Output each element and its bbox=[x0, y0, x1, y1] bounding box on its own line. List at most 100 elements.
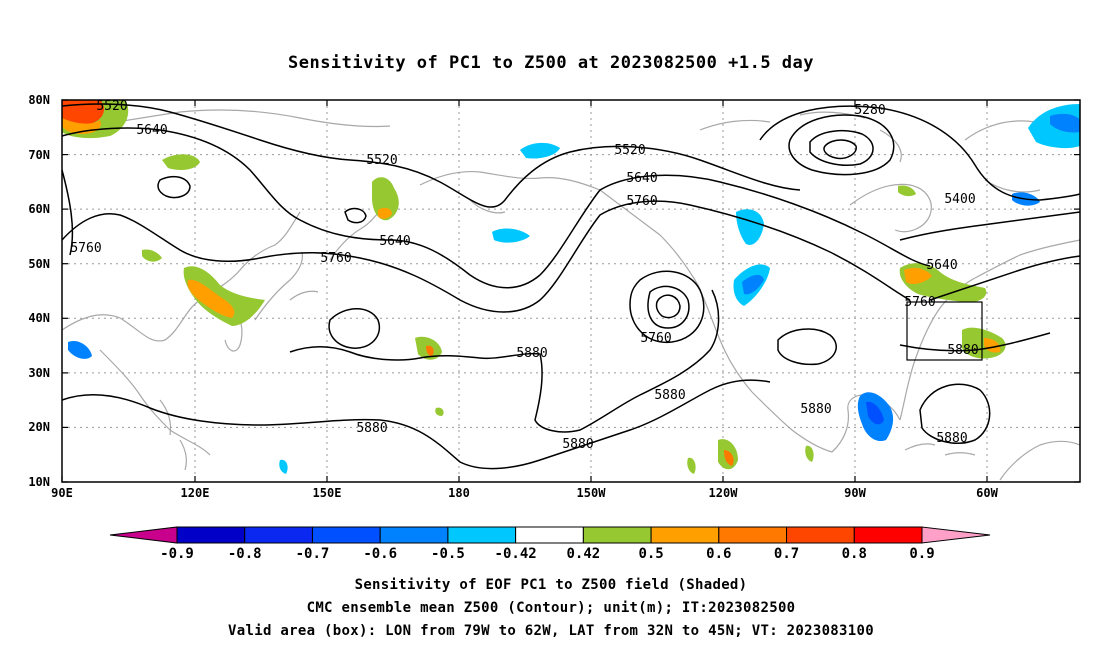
contour-5880-caribbean bbox=[919, 383, 991, 444]
contour-5760-low-inner bbox=[647, 285, 690, 329]
longitude-labels: 90E 120E 150E 180 150W 120W 90W 60W bbox=[51, 486, 998, 500]
lat-label: 80N bbox=[28, 93, 50, 107]
lon-label: 90E bbox=[51, 486, 73, 500]
lat-label: 10N bbox=[28, 475, 50, 489]
figure-title: Sensitivity of PC1 to Z500 at 2023082500… bbox=[288, 53, 814, 73]
contour-5880-b bbox=[289, 289, 720, 433]
shade-patch bbox=[372, 177, 399, 221]
colorbar bbox=[109, 526, 991, 544]
contour-label: 5880 bbox=[947, 343, 978, 358]
colorbar-cell bbox=[582, 526, 652, 544]
contour-5880-anticyclone bbox=[777, 328, 837, 366]
contour-label: 5640 bbox=[626, 171, 657, 186]
contour-5280-low bbox=[788, 114, 895, 176]
shade-patch bbox=[62, 100, 105, 125]
latitude-labels: 80N 70N 60N 50N 40N 30N 20N 10N bbox=[28, 93, 50, 489]
shade-patch bbox=[742, 274, 764, 295]
contour-label: 5400 bbox=[944, 192, 975, 207]
contour-label: 5880 bbox=[936, 431, 967, 446]
colorbar-cell bbox=[718, 526, 788, 544]
contour-label: 5880 bbox=[562, 437, 593, 452]
colorbar-tick-label: -0.9 bbox=[160, 546, 194, 562]
contour-label: 5520 bbox=[96, 99, 127, 114]
contour-label: 5520 bbox=[366, 153, 397, 168]
shade-patch bbox=[435, 407, 444, 416]
axis-ticks bbox=[61, 99, 1080, 483]
colorbar-cell bbox=[244, 526, 313, 544]
lon-label: 60W bbox=[976, 486, 998, 500]
contour-5280-inner2 bbox=[823, 139, 857, 160]
coast-japan bbox=[254, 251, 319, 321]
shade-patch bbox=[378, 207, 392, 219]
contour-label: 5880 bbox=[516, 346, 547, 361]
shade-patch bbox=[805, 445, 814, 462]
contour-label: 5880 bbox=[654, 388, 685, 403]
colorbar-tick-label: 0.7 bbox=[774, 546, 799, 562]
sensitivity-shading bbox=[62, 100, 1080, 474]
shade-patch bbox=[866, 401, 884, 425]
contour-5760-a bbox=[61, 200, 911, 313]
contour-5760-pacific bbox=[328, 308, 381, 349]
colorbar-high-end bbox=[921, 526, 991, 544]
contour-label: 5760 bbox=[626, 194, 657, 209]
shade-patch bbox=[162, 154, 200, 170]
contour-5760-b bbox=[929, 255, 1081, 301]
contour-label: 5280 bbox=[854, 103, 885, 118]
lon-label: 180 bbox=[448, 486, 470, 500]
lat-label: 50N bbox=[28, 257, 50, 271]
lat-label: 40N bbox=[28, 311, 50, 325]
colorbar-cell bbox=[311, 526, 381, 544]
footer-line-2: CMC ensemble mean Z500 (Contour); unit(m… bbox=[307, 600, 796, 616]
coast-caribbean bbox=[904, 443, 976, 456]
contour-label: 5640 bbox=[379, 234, 410, 249]
colorbar-tick-label: -0.5 bbox=[431, 546, 465, 562]
shade-patch bbox=[724, 450, 734, 466]
colorbar-cell bbox=[176, 526, 246, 544]
contour-label: 5520 bbox=[614, 143, 645, 158]
lat-label: 70N bbox=[28, 148, 50, 162]
colorbar-tick-label: -0.6 bbox=[363, 546, 397, 562]
contour-label: 5640 bbox=[136, 123, 167, 138]
lon-label: 90W bbox=[844, 486, 866, 500]
colorbar-tick-label: 0.8 bbox=[842, 546, 867, 562]
colorbar-tick-label: -0.7 bbox=[296, 546, 330, 562]
shade-patch bbox=[279, 459, 288, 474]
contour-label: 5640 bbox=[926, 258, 957, 273]
lon-label: 120E bbox=[181, 486, 210, 500]
contour-5520-left bbox=[344, 207, 367, 224]
colorbar-tick-label: 0.42 bbox=[567, 546, 601, 562]
contour-left-edge bbox=[61, 169, 74, 256]
colorbar-tick-label: 0.9 bbox=[909, 546, 934, 562]
contour-5760-low bbox=[629, 270, 705, 343]
shade-patch bbox=[183, 266, 265, 326]
shade-patch bbox=[492, 228, 530, 243]
contour-5640-b bbox=[899, 211, 1081, 241]
contour-label: 5760 bbox=[904, 295, 935, 310]
colorbar-cell bbox=[786, 526, 855, 544]
lon-label: 120W bbox=[709, 486, 739, 500]
shade-patch bbox=[904, 268, 932, 284]
colorbar-tick-label: 0.6 bbox=[706, 546, 731, 562]
shade-patch bbox=[142, 249, 162, 262]
contour-5640-a bbox=[61, 127, 931, 289]
contour-label: 5760 bbox=[70, 241, 101, 256]
contour-label: 5880 bbox=[356, 421, 387, 436]
map-frame bbox=[61, 99, 1081, 483]
colorbar-cell bbox=[447, 526, 517, 544]
colorbar-cell bbox=[515, 526, 584, 544]
contour-label: 5760 bbox=[640, 331, 671, 346]
footer-line-3: Valid area (box): LON from 79W to 62W, L… bbox=[228, 623, 874, 639]
shade-patch bbox=[1050, 113, 1080, 133]
lat-label: 60N bbox=[28, 202, 50, 216]
shade-patch bbox=[68, 340, 92, 359]
coast-hudson bbox=[849, 183, 932, 233]
shade-patch bbox=[687, 457, 696, 474]
shade-patch bbox=[520, 142, 560, 159]
contour-5280-inner bbox=[809, 129, 874, 166]
coast-alaska bbox=[419, 170, 601, 214]
coast-china-south bbox=[99, 349, 211, 456]
contour-5400 bbox=[759, 105, 1081, 201]
footer-line-1: Sensitivity of EOF PC1 to Z500 field (Sh… bbox=[355, 577, 748, 593]
colorbar-labels: -0.9 -0.8 -0.7 -0.6 -0.5 -0.42 0.42 0.5 0.6 0.7 0.… bbox=[160, 546, 935, 562]
